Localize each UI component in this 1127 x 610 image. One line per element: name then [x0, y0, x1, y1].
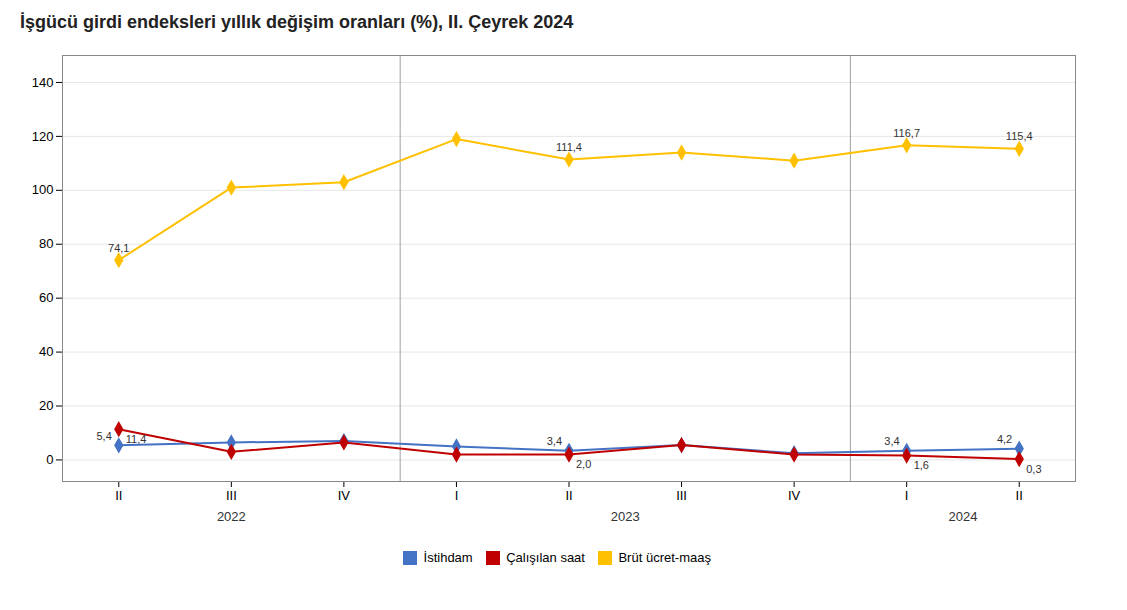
- svg-text:20: 20: [39, 398, 53, 413]
- svg-text:II: II: [1016, 488, 1023, 503]
- svg-text:2023: 2023: [611, 509, 640, 524]
- svg-text:60: 60: [39, 290, 53, 305]
- svg-text:111,4: 111,4: [556, 141, 582, 153]
- svg-text:II: II: [565, 488, 572, 503]
- svg-text:80: 80: [39, 236, 53, 251]
- html-text:Çalışılan saat: Çalışılan saat: [506, 550, 585, 565]
- svg-text:0: 0: [46, 452, 53, 467]
- svg-text:III: III: [676, 488, 687, 503]
- svg-text:11,4: 11,4: [126, 433, 147, 445]
- svg-text:II: II: [115, 488, 122, 503]
- html-text:Brüt ücret-maaş: Brüt ücret-maaş: [618, 550, 711, 565]
- svg-text:100: 100: [32, 182, 54, 197]
- svg-text:III: III: [226, 488, 237, 503]
- svg-text:40: 40: [39, 344, 53, 359]
- svg-text:115,4: 115,4: [1006, 130, 1033, 142]
- svg-text:4,2: 4,2: [997, 433, 1012, 445]
- svg-text:140: 140: [32, 75, 54, 90]
- html-text:İşgücü girdi endeksleri yıllık: İşgücü girdi endeksleri yıllık değişim o…: [20, 12, 574, 32]
- svg-text:3,4: 3,4: [884, 435, 899, 447]
- svg-text:IV: IV: [788, 488, 801, 503]
- svg-text:I: I: [905, 488, 909, 503]
- svg-text:120: 120: [32, 129, 54, 144]
- svg-text:116,7: 116,7: [893, 127, 920, 139]
- svg-text:IV: IV: [338, 488, 351, 503]
- svg-text:1,6: 1,6: [914, 459, 929, 471]
- svg-text:2022: 2022: [217, 509, 246, 524]
- svg-text:2024: 2024: [948, 509, 977, 524]
- svg-text:I: I: [455, 488, 459, 503]
- svg-text:74,1: 74,1: [108, 242, 129, 254]
- svg-text:2,0: 2,0: [576, 458, 591, 470]
- svg-text:3,4: 3,4: [547, 435, 562, 447]
- svg-text:5,4: 5,4: [96, 430, 111, 442]
- svg-text:0,3: 0,3: [1026, 463, 1041, 475]
- html-text:İstihdam: İstihdam: [423, 550, 473, 565]
